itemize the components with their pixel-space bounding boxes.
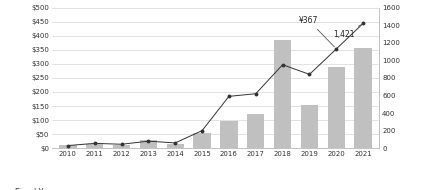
Bar bbox=[327, 67, 344, 148]
Bar bbox=[300, 105, 317, 148]
Bar bbox=[86, 144, 103, 148]
Bar bbox=[273, 40, 291, 148]
Bar bbox=[166, 144, 184, 148]
Text: 1,421: 1,421 bbox=[333, 25, 360, 40]
Bar bbox=[246, 114, 264, 148]
Bar bbox=[113, 145, 130, 148]
Bar bbox=[193, 133, 210, 148]
Bar bbox=[220, 121, 237, 148]
Bar bbox=[139, 140, 157, 148]
Bar bbox=[353, 48, 371, 148]
Text: ¥367: ¥367 bbox=[298, 16, 334, 47]
X-axis label: Fiscal Year: Fiscal Year bbox=[15, 188, 55, 190]
Bar bbox=[59, 145, 77, 148]
